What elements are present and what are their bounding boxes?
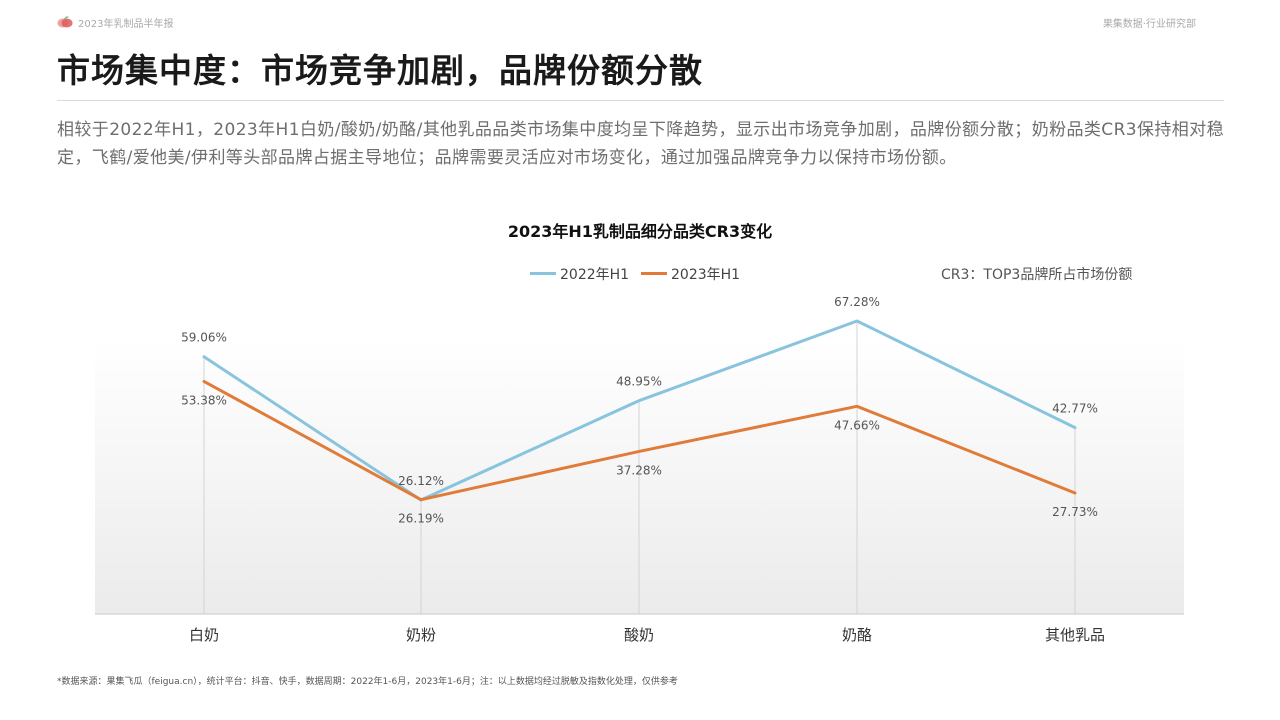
brand-logo-icon bbox=[57, 16, 73, 28]
legend-item-2023: 2023年H1 bbox=[641, 264, 740, 284]
page-title: 市场集中度：市场竞争加剧，品牌份额分散 bbox=[57, 51, 703, 90]
x-tick-label: 奶酪 bbox=[842, 626, 872, 644]
data-label-2022: 59.06% bbox=[181, 331, 227, 345]
series-line-2023 bbox=[202, 379, 1077, 502]
chart-title: 2023年H1乳制品细分品类CR3变化 bbox=[507, 222, 773, 241]
data-label-2022: 42.77% bbox=[1052, 402, 1098, 416]
legend-swatch-2022 bbox=[530, 271, 556, 275]
series-line-2022 bbox=[202, 319, 1077, 502]
legend-label-2022: 2022年H1 bbox=[560, 267, 630, 283]
data-label-2023: 27.73% bbox=[1052, 505, 1098, 519]
report-name: 2023年乳制品半年报 bbox=[78, 19, 174, 30]
title-divider bbox=[57, 100, 1224, 101]
intro-paragraph: 相较于2022年H1，2023年H1白奶/酸奶/奶酪/其他乳品品类市场集中度均呈… bbox=[57, 120, 1225, 168]
data-label-2022: 67.28% bbox=[834, 295, 880, 309]
legend-item-2022: 2022年H1 bbox=[530, 264, 629, 284]
data-label-2022: 48.95% bbox=[616, 375, 662, 389]
footnote: *数据来源：果集飞瓜（feigua.cn），统计平台：抖音、快手，数据周期：20… bbox=[57, 677, 678, 687]
report-org: 果集数据·行业研究部 bbox=[1102, 19, 1196, 30]
x-tick-label: 奶粉 bbox=[406, 626, 436, 644]
data-label-2023: 37.28% bbox=[616, 463, 662, 477]
x-tick-label: 其他乳品 bbox=[1045, 626, 1105, 644]
data-label-2023: 47.66% bbox=[834, 418, 880, 432]
legend-label-2023: 2023年H1 bbox=[671, 267, 741, 283]
data-label-2022: 26.12% bbox=[398, 474, 444, 488]
x-tick-label: 酸奶 bbox=[624, 626, 654, 644]
x-tick-label: 白奶 bbox=[189, 626, 219, 644]
data-label-2023: 26.19% bbox=[398, 512, 444, 526]
chart-note: CR3：TOP3品牌所占市场份额 bbox=[941, 267, 1133, 283]
legend-swatch-2023 bbox=[641, 271, 667, 275]
report-header: 2023年乳制品半年报 果集数据·行业研究部 bbox=[57, 14, 1196, 32]
data-label-2023: 53.38% bbox=[181, 393, 227, 407]
